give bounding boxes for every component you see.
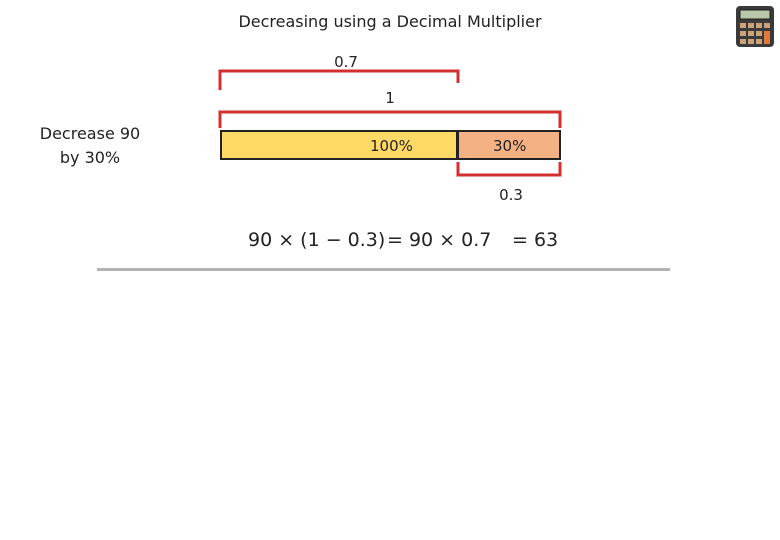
bracket-whole	[218, 110, 562, 128]
equation-result: = 63	[512, 229, 559, 251]
prompt-line-2: by 30%	[59, 148, 121, 167]
label-0-7: 0.7	[334, 53, 358, 71]
bar-remaining: 100%	[220, 130, 458, 160]
bracket-0-7	[218, 69, 460, 90]
bar-part-label: 30%	[493, 137, 527, 155]
divider-line	[97, 268, 670, 271]
bar-main-label: 100%	[370, 137, 413, 155]
equation-middle: = 90 × 0.7	[387, 229, 492, 251]
bracket-0-3	[456, 162, 562, 177]
question-prompt: Decrease 90 by 30%	[20, 122, 160, 170]
label-0-3: 0.3	[499, 186, 523, 204]
calculator-icon	[736, 6, 774, 47]
prompt-line-1: Decrease 90	[39, 124, 141, 143]
page-title: Decreasing using a Decimal Multiplier	[238, 12, 542, 31]
label-whole: 1	[385, 89, 395, 107]
equation-left: 90 × (1 − 0.3)	[248, 229, 386, 251]
bar-decrease: 30%	[457, 130, 561, 160]
